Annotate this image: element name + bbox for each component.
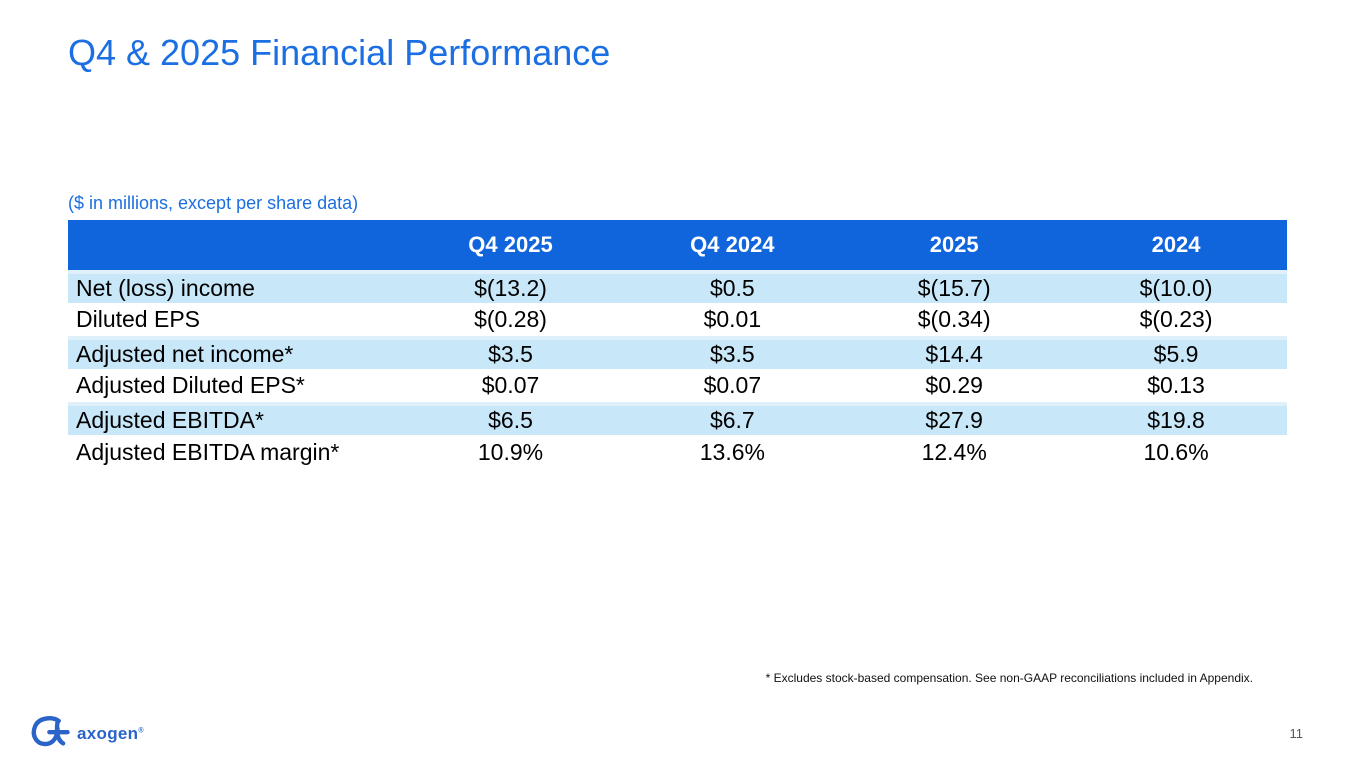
cell-value: $0.5 — [621, 270, 844, 303]
table-header-2024: 2024 — [1065, 220, 1287, 272]
cell-value: $3.5 — [399, 336, 622, 369]
table-row-net-loss-income: Net (loss) income $(13.2) $0.5 $(15.7) $… — [68, 270, 1287, 303]
cell-value: $(0.23) — [1065, 303, 1287, 338]
cell-value: $5.9 — [1065, 336, 1287, 369]
row-label: Adjusted EBITDA* — [68, 402, 400, 435]
cell-value: $0.29 — [843, 369, 1066, 404]
cell-value: $(0.34) — [843, 303, 1066, 338]
footnote: * Excludes stock-based compensation. See… — [765, 671, 1253, 685]
cell-value: $6.5 — [399, 402, 622, 435]
cell-value: $(13.2) — [399, 270, 622, 303]
table-row-adjusted-ebitda-margin: Adjusted EBITDA margin* 10.9% 13.6% 12.4… — [68, 435, 1287, 470]
page-number: 11 — [1289, 726, 1304, 741]
table-header-metric — [68, 220, 400, 272]
cell-value: $27.9 — [843, 402, 1066, 435]
table-header-q4-2025: Q4 2025 — [399, 220, 622, 272]
cell-value: $(10.0) — [1065, 270, 1287, 303]
cell-value: $14.4 — [843, 336, 1066, 369]
units-note: ($ in millions, except per share data) — [68, 193, 359, 213]
logo-wordmark: axogen® — [77, 724, 144, 743]
row-label: Net (loss) income — [68, 270, 400, 303]
row-label: Adjusted net income* — [68, 336, 400, 369]
row-label: Adjusted EBITDA margin* — [68, 435, 400, 470]
cell-value: $19.8 — [1065, 402, 1287, 435]
cell-value: $0.13 — [1065, 369, 1287, 404]
cell-value: $3.5 — [621, 336, 844, 369]
company-logo: axogen® — [30, 715, 144, 753]
row-label: Adjusted Diluted EPS* — [68, 369, 400, 404]
cell-value: $0.07 — [399, 369, 622, 404]
table-header-2025: 2025 — [843, 220, 1066, 272]
axogen-a-mark-icon — [30, 715, 70, 753]
cell-value: 13.6% — [621, 435, 844, 470]
table-row-adjusted-net-income: Adjusted net income* $3.5 $3.5 $14.4 $5.… — [68, 336, 1287, 369]
cell-value: 10.9% — [399, 435, 622, 470]
cell-value: $(15.7) — [843, 270, 1066, 303]
table-row-diluted-eps: Diluted EPS $(0.28) $0.01 $(0.34) $(0.23… — [68, 303, 1287, 338]
cell-value: 10.6% — [1065, 435, 1287, 470]
table-row-adjusted-diluted-eps: Adjusted Diluted EPS* $0.07 $0.07 $0.29 … — [68, 369, 1287, 404]
cell-value: $(0.28) — [399, 303, 622, 338]
financial-table: Q4 2025 Q4 2024 2025 2024 Net (loss) inc… — [68, 220, 1287, 470]
table-header-q4-2024: Q4 2024 — [621, 220, 844, 272]
row-label: Diluted EPS — [68, 303, 400, 338]
cell-value: 12.4% — [843, 435, 1066, 470]
cell-value: $0.07 — [621, 369, 844, 404]
registered-mark: ® — [138, 727, 144, 735]
cell-value: $0.01 — [621, 303, 844, 338]
cell-value: $6.7 — [621, 402, 844, 435]
page-title: Q4 & 2025 Financial Performance — [68, 32, 611, 73]
table-row-adjusted-ebitda: Adjusted EBITDA* $6.5 $6.7 $27.9 $19.8 — [68, 402, 1287, 435]
table-header-row: Q4 2025 Q4 2024 2025 2024 — [68, 220, 1287, 272]
